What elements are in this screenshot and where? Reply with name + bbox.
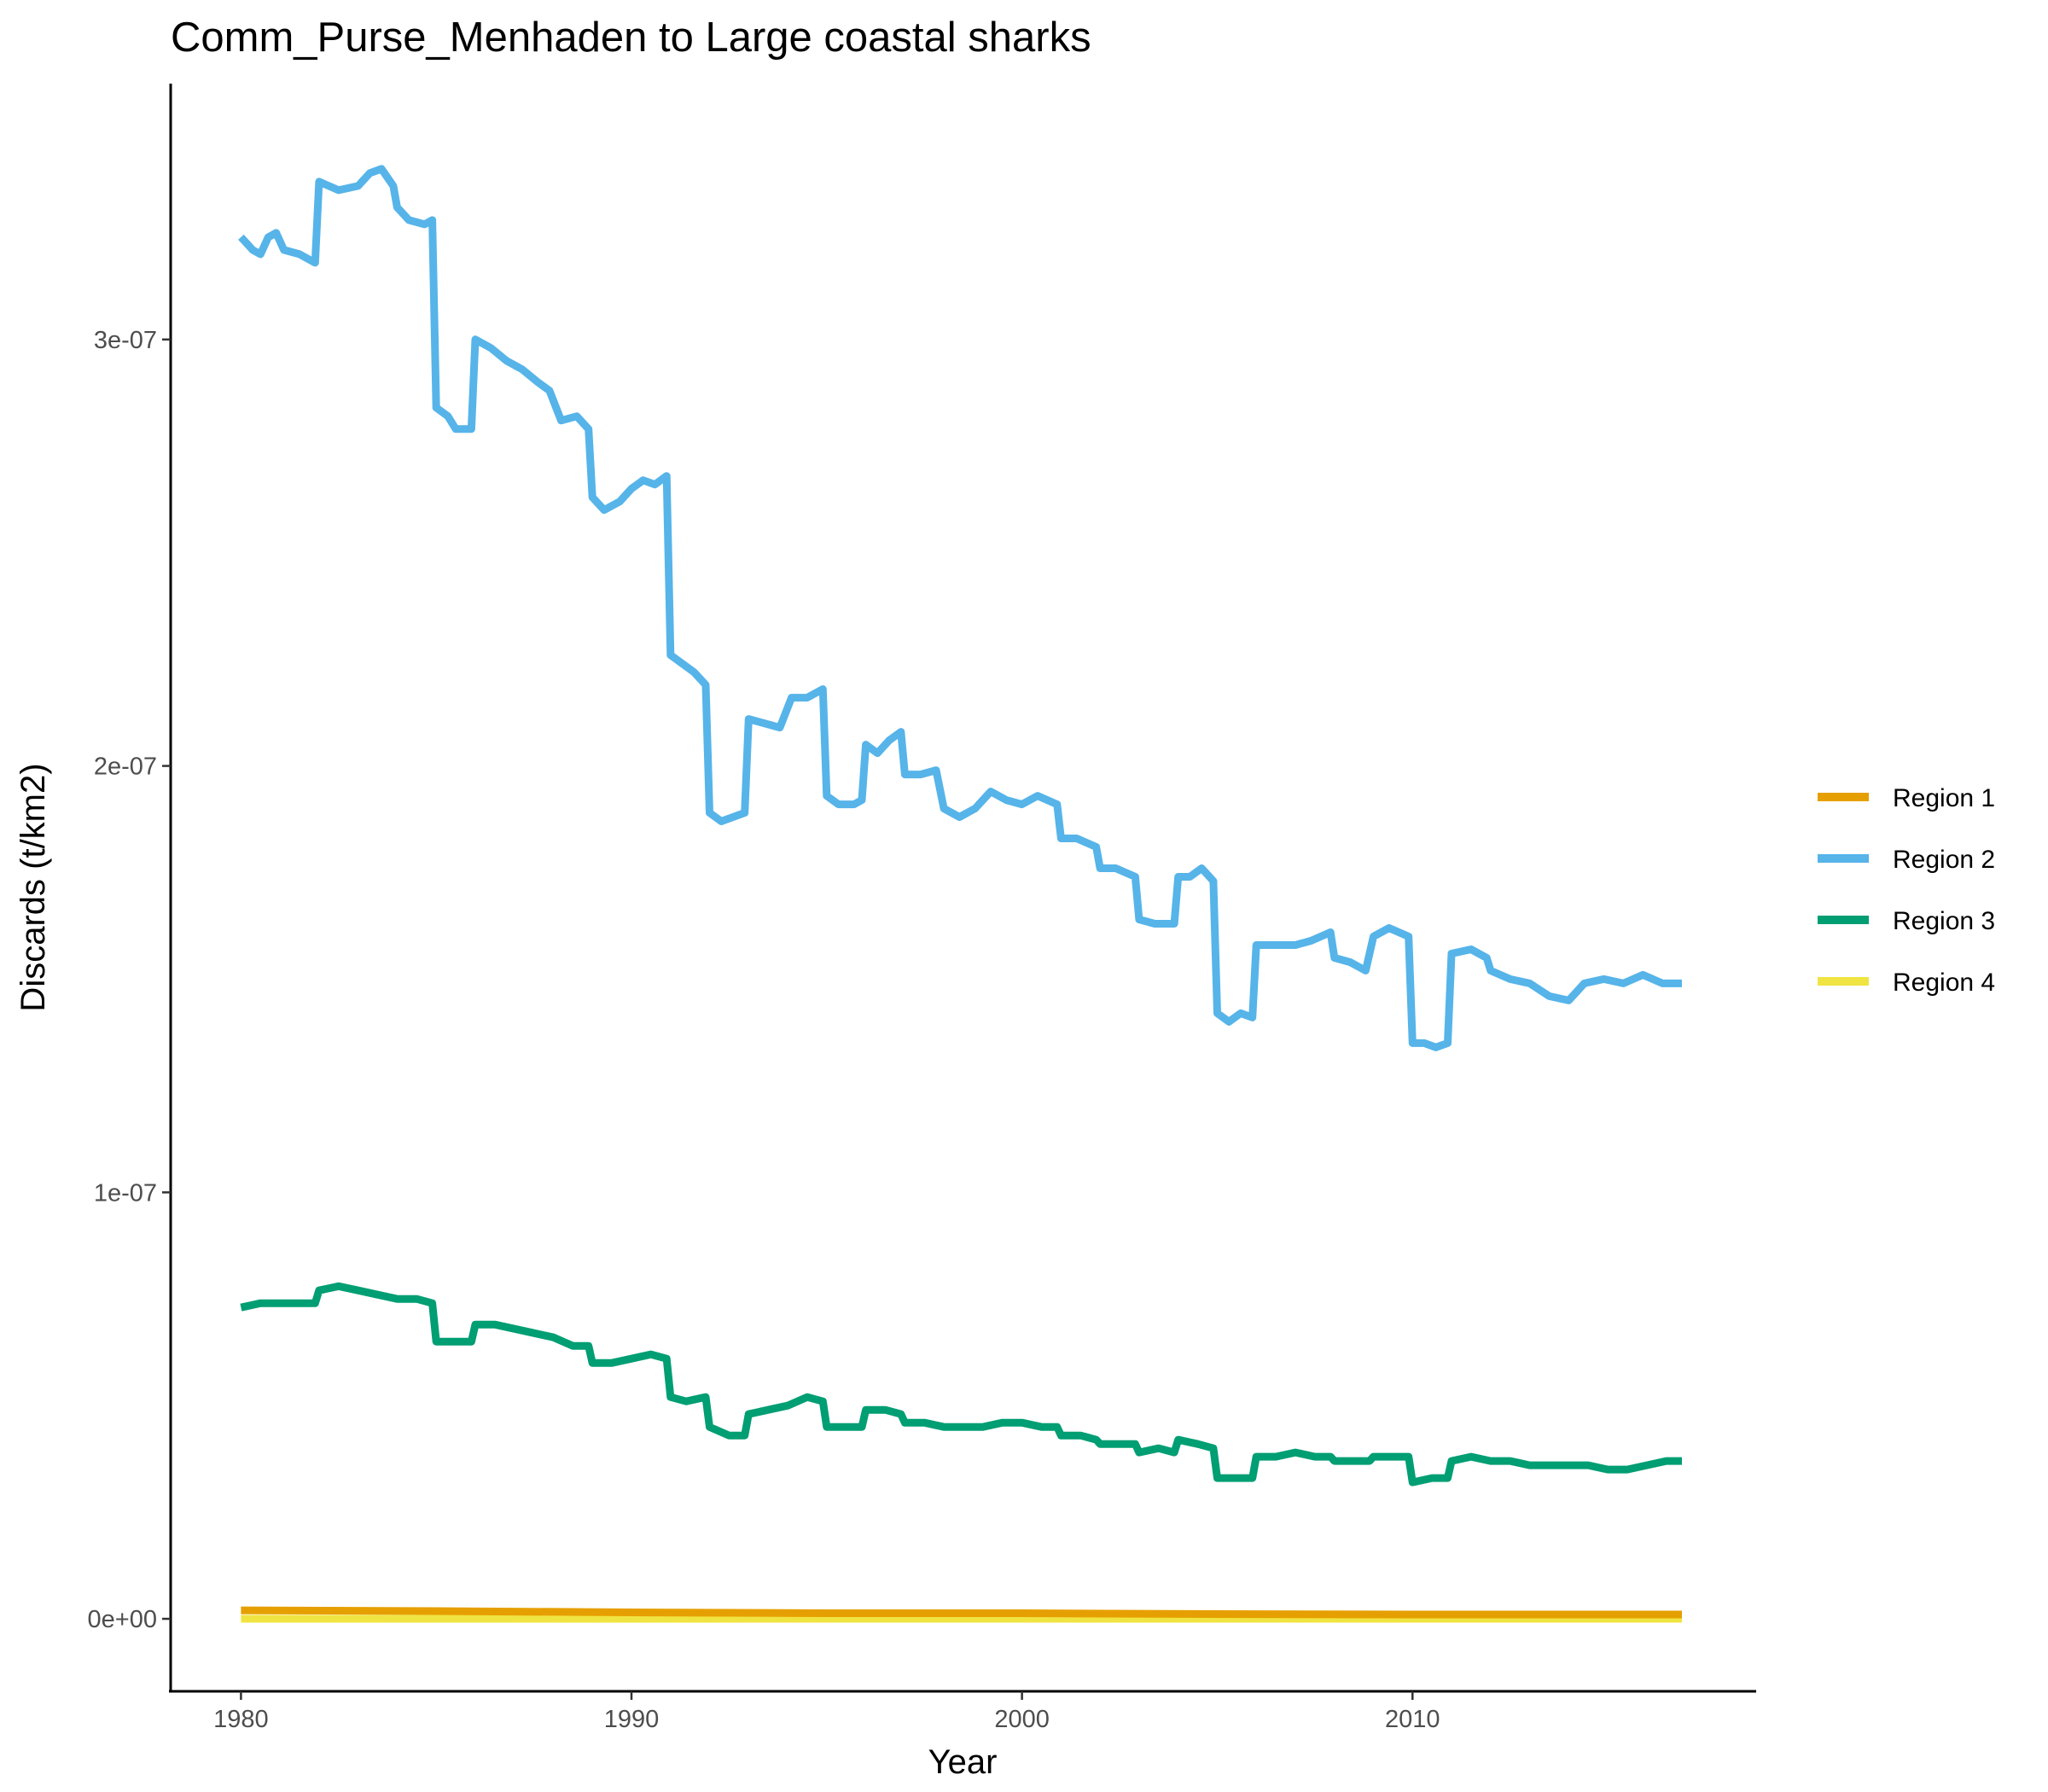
x-tick-label: 1990 xyxy=(604,1706,660,1733)
y-tick-label: 3e-07 xyxy=(94,327,157,354)
plot-lines xyxy=(238,165,1682,1623)
x-tick-label: 1980 xyxy=(213,1706,269,1733)
y-tick-label: 0e+00 xyxy=(88,1606,157,1633)
y-tick-label: 1e-07 xyxy=(94,1179,157,1207)
y-ticks: 0e+00 1e-07 2e-07 3e-07 xyxy=(88,327,171,1633)
x-tick-label: 2010 xyxy=(1385,1706,1440,1733)
chart-title: Comm_Purse_Menhaden to Large coastal sha… xyxy=(171,15,1091,61)
x-axis-title: Year xyxy=(928,1743,998,1781)
x-tick-label: 2000 xyxy=(994,1706,1050,1733)
legend-label-region-2: Region 2 xyxy=(1893,846,1995,874)
axes xyxy=(169,84,1756,1693)
series-line-region-1 xyxy=(241,1606,1682,1619)
legend-label-region-1: Region 1 xyxy=(1893,784,1995,812)
legend: Region 1 Region 2 Region 3 Region 4 xyxy=(1818,784,1995,997)
legend-label-region-3: Region 3 xyxy=(1893,907,1995,935)
series-line-region-2 xyxy=(238,165,1682,1051)
y-tick-label: 2e-07 xyxy=(94,753,157,781)
series-line-region-3 xyxy=(240,1282,1682,1487)
x-ticks: 1980 1990 2000 2010 xyxy=(213,1691,1440,1733)
y-axis-title: Discards (t/km2) xyxy=(15,763,52,1011)
legend-label-region-4: Region 4 xyxy=(1893,969,1995,997)
